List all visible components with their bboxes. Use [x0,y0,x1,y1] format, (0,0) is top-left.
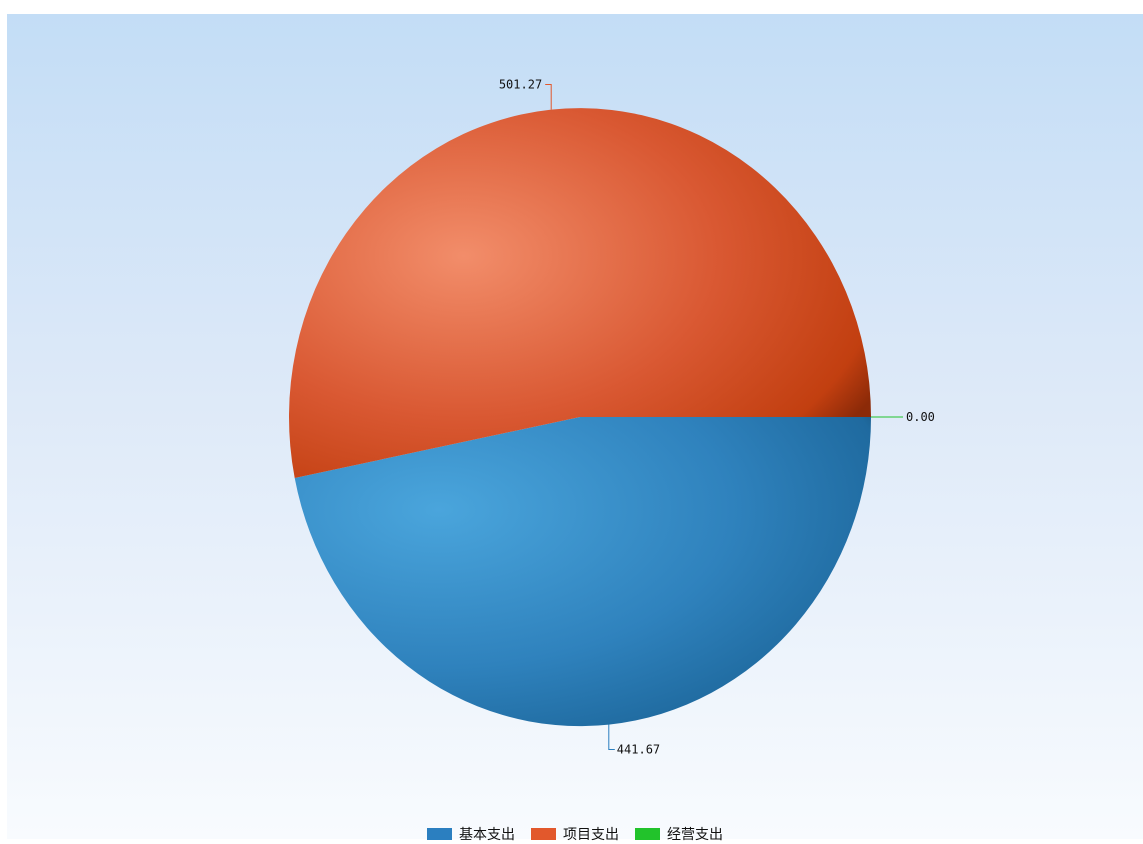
pie-chart: 441.67 501.27 0.00 [7,14,1143,839]
slice-1-value-label: 441.67 [617,743,660,757]
slice-2-value-label: 501.27 [499,78,542,92]
chart-area: 441.67 501.27 0.00 基本支出 项目支出 经营支出 [7,14,1143,839]
slice-3-value-label: 0.00 [906,410,935,424]
legend-label: 基本支出 [459,824,515,844]
slice-1-leader-line [609,725,615,750]
legend-item-1[interactable]: 基本支出 [427,824,515,844]
legend-swatch [635,828,660,840]
legend-swatch [531,828,556,840]
legend-item-2[interactable]: 项目支出 [531,824,619,844]
legend-label: 经营支出 [667,824,723,844]
legend-swatch [427,828,452,840]
legend: 基本支出 项目支出 经营支出 [7,824,1143,844]
legend-item-3[interactable]: 经营支出 [635,824,723,844]
slice-2-leader-line [545,85,551,110]
slice-1[interactable] [295,417,871,726]
legend-label: 项目支出 [563,824,619,844]
